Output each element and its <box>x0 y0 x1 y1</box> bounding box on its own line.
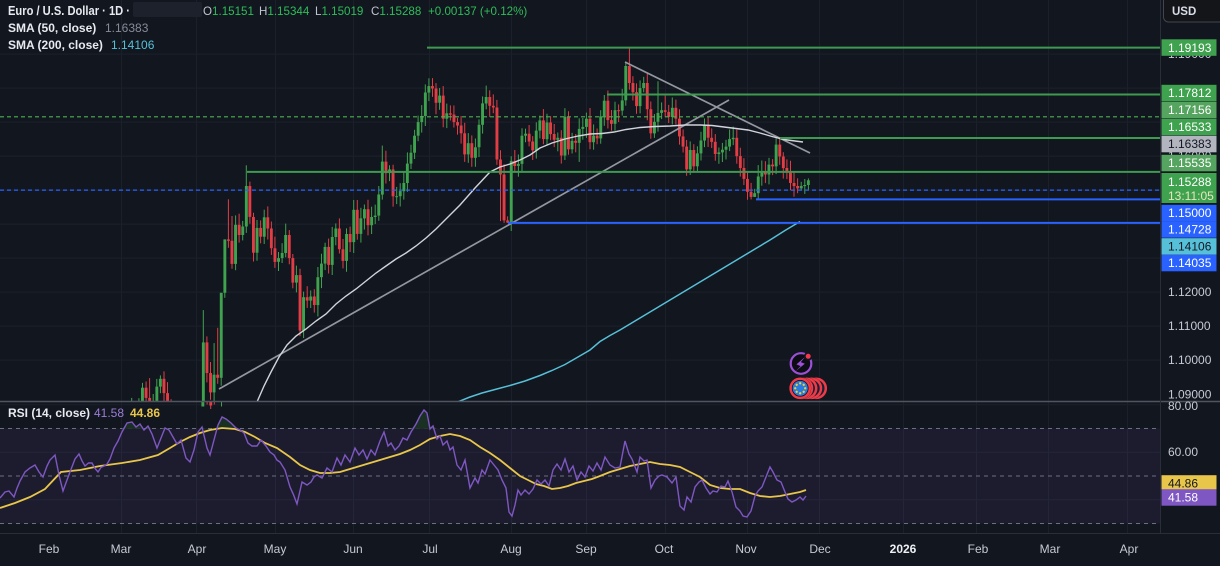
svg-text:1.14106: 1.14106 <box>111 38 155 52</box>
svg-text:RSI (14, close): RSI (14, close) <box>8 406 90 420</box>
svg-text:May: May <box>264 542 287 556</box>
svg-text:Dec: Dec <box>809 542 830 556</box>
svg-text:Mar: Mar <box>111 542 132 556</box>
svg-text:1.14728: 1.14728 <box>1168 223 1212 237</box>
svg-text:44.86: 44.86 <box>130 406 160 420</box>
svg-text:1.15000: 1.15000 <box>1168 206 1212 220</box>
svg-text:Apr: Apr <box>188 542 207 556</box>
svg-text:1.19193: 1.19193 <box>1168 41 1212 55</box>
svg-text:USD: USD <box>1172 6 1196 18</box>
svg-text:1.10000: 1.10000 <box>1168 353 1212 367</box>
svg-text:80.00: 80.00 <box>1168 399 1198 413</box>
svg-text:Aug: Aug <box>500 542 521 556</box>
svg-text:1.15535: 1.15535 <box>1168 156 1212 170</box>
svg-text:Sep: Sep <box>575 542 597 556</box>
svg-text:2026: 2026 <box>890 542 917 556</box>
svg-text:1.11000: 1.11000 <box>1168 319 1211 333</box>
svg-text:SMA (200, close): SMA (200, close) <box>8 38 103 52</box>
svg-text:SMA (50, close): SMA (50, close) <box>8 21 96 35</box>
svg-text:O1.15151: O1.15151 <box>203 5 254 18</box>
svg-text:Jun: Jun <box>343 542 362 556</box>
svg-text:Feb: Feb <box>39 542 60 556</box>
svg-text:Mar: Mar <box>1040 542 1061 556</box>
svg-text:13:11:05: 13:11:05 <box>1168 189 1214 203</box>
svg-text:+0.00137 (+0.12%): +0.00137 (+0.12%) <box>428 5 527 18</box>
svg-text:1.14106: 1.14106 <box>1168 240 1212 254</box>
svg-text:Oct: Oct <box>655 542 674 556</box>
svg-text:H1.15344: H1.15344 <box>259 5 310 18</box>
svg-text:Apr: Apr <box>1120 542 1139 556</box>
svg-text:1.15288: 1.15288 <box>1168 175 1212 189</box>
svg-text:1.14035: 1.14035 <box>1168 256 1212 270</box>
svg-text:1.17812: 1.17812 <box>1168 86 1212 100</box>
svg-text:Jul: Jul <box>422 542 437 556</box>
svg-text:Nov: Nov <box>735 542 756 556</box>
svg-text:41.58: 41.58 <box>1168 491 1198 505</box>
svg-text:C1.15288: C1.15288 <box>371 5 421 18</box>
svg-text:60.00: 60.00 <box>1168 445 1198 459</box>
svg-text:Euro / U.S. Dollar · 1D ·: Euro / U.S. Dollar · 1D · <box>8 4 130 18</box>
svg-text:Feb: Feb <box>968 542 989 556</box>
svg-text:L1.15019: L1.15019 <box>315 5 363 18</box>
svg-text:1.16383: 1.16383 <box>1168 137 1212 151</box>
svg-text:44.86: 44.86 <box>1168 477 1198 491</box>
svg-text:1.17156: 1.17156 <box>1168 103 1212 117</box>
svg-text:1.16533: 1.16533 <box>1168 120 1212 134</box>
svg-text:41.58: 41.58 <box>94 406 124 420</box>
svg-text:1.12000: 1.12000 <box>1168 285 1212 299</box>
svg-text:1.16383: 1.16383 <box>105 21 149 35</box>
